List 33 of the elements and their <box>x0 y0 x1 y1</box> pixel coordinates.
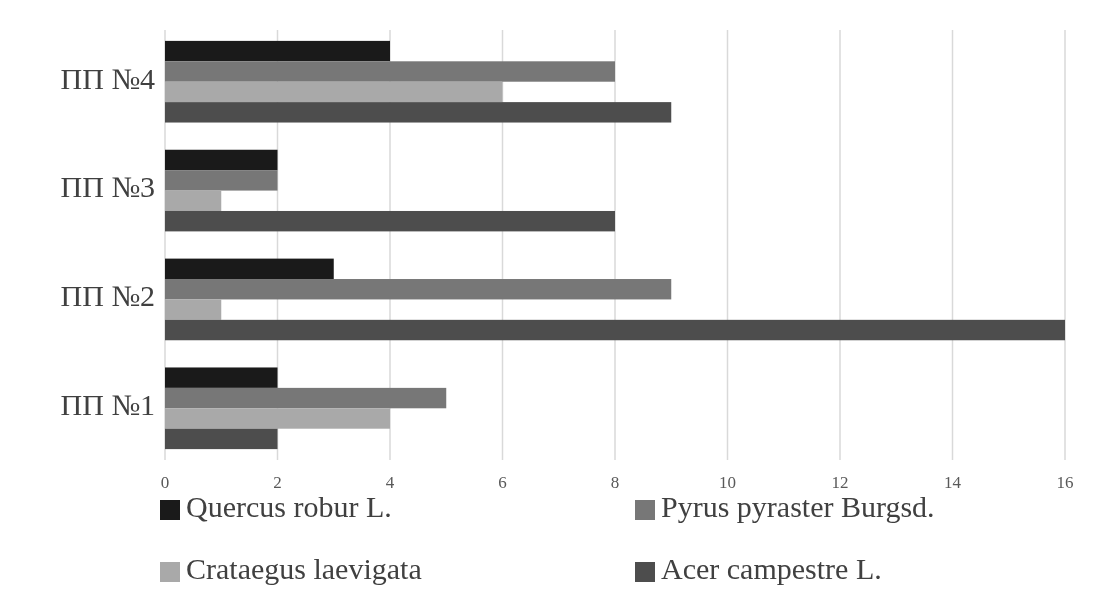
y-tick-label: ПП №3 <box>60 170 155 204</box>
bar <box>165 149 278 171</box>
x-tick-label: 6 <box>498 473 507 492</box>
bar <box>165 81 503 103</box>
bar <box>165 61 615 82</box>
bar <box>165 299 222 320</box>
bar <box>165 210 615 232</box>
y-tick-label: ПП №1 <box>60 388 155 422</box>
x-tick-label: 4 <box>385 473 395 492</box>
x-tick-label: 12 <box>831 473 849 492</box>
legend-label: Crataegus laevigata <box>186 551 422 585</box>
bar <box>165 190 222 211</box>
x-tick-label: 16 <box>1056 473 1074 492</box>
bar <box>165 387 447 409</box>
legend-label: Pyrus pyraster Burgsd. <box>661 489 935 523</box>
legend-label: Acer campestre L. <box>661 551 882 585</box>
bar <box>165 319 1065 341</box>
bar <box>165 408 390 429</box>
bar <box>165 258 334 280</box>
bar <box>165 102 672 123</box>
y-tick-label: ПП №4 <box>60 61 155 95</box>
legend-label: Quercus robur L. <box>186 489 392 523</box>
bar <box>165 170 278 191</box>
x-tick-label: 8 <box>610 473 620 492</box>
bar <box>165 367 278 388</box>
x-tick-label: 2 <box>273 473 282 492</box>
bar <box>165 40 390 62</box>
bar <box>165 428 278 450</box>
x-tick-label: 14 <box>944 473 962 492</box>
x-tick-label: 0 <box>160 473 170 492</box>
x-tick-label: 10 <box>719 473 736 492</box>
y-tick-label: ПП №2 <box>60 279 155 313</box>
bar <box>165 279 672 300</box>
